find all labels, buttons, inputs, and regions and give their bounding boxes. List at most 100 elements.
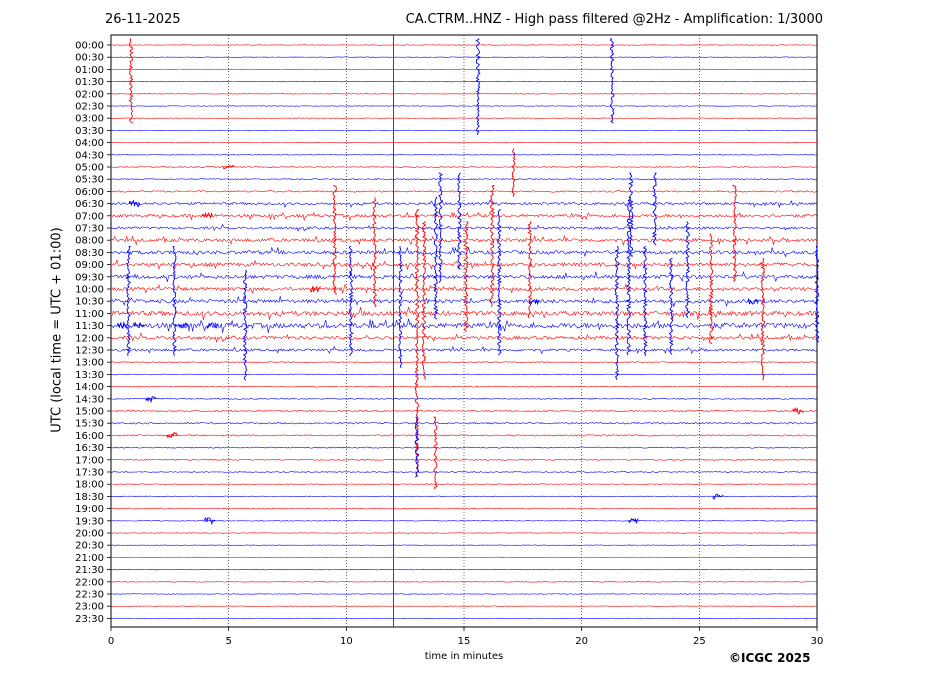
trace-line [110, 210, 817, 222]
trace-line [110, 385, 817, 388]
row-label: 07:00 [75, 211, 104, 222]
event-blip [748, 298, 759, 305]
trace-line [110, 345, 817, 355]
trace-line [110, 154, 817, 156]
event-blip [223, 164, 235, 170]
trace-line [110, 68, 817, 71]
row-label: 17:30 [75, 468, 104, 479]
row-label: 19:30 [75, 516, 104, 527]
row-label: 23:30 [75, 614, 104, 625]
row-label: 16:00 [75, 431, 104, 442]
event-spike [814, 245, 820, 343]
event-spike [642, 245, 648, 357]
event-spike [433, 197, 439, 320]
x-tick-label: 10 [340, 636, 353, 647]
event-spike [414, 416, 420, 478]
row-label: 21:00 [75, 553, 104, 564]
event-spike [475, 38, 481, 135]
event-blip [133, 321, 145, 329]
row-label: 22:30 [75, 590, 104, 601]
row-label: 03:30 [75, 126, 104, 137]
x-tick-label: 25 [693, 636, 706, 647]
trace-line [110, 117, 817, 119]
event-blip [712, 493, 724, 500]
row-label: 13:00 [75, 358, 104, 369]
x-tick-label: 20 [575, 636, 588, 647]
trace-line [110, 56, 817, 58]
event-blip [529, 299, 540, 306]
event-spike [609, 38, 615, 124]
event-spike [433, 416, 439, 490]
row-label: 10:00 [75, 285, 104, 296]
event-spike [242, 270, 248, 381]
trace-line [110, 495, 817, 498]
row-label: 15:30 [75, 419, 104, 430]
chart-title: CA.CTRM..HNZ - High pass filtered @2Hz -… [405, 12, 823, 27]
row-label: 15:00 [75, 407, 104, 418]
trace-line [110, 446, 817, 449]
trace-line [110, 397, 817, 400]
trace-line [110, 471, 817, 473]
row-label: 04:30 [75, 150, 104, 161]
row-label: 02:30 [75, 102, 104, 113]
event-spike [172, 245, 177, 356]
row-label: 12:30 [75, 346, 104, 357]
event-spike [421, 221, 427, 380]
trace-line [110, 409, 817, 413]
trace-line [110, 332, 817, 344]
trace-line [110, 483, 817, 485]
trace-line [110, 129, 817, 132]
event-spike [398, 245, 403, 369]
event-spike [496, 209, 503, 356]
event-blip [204, 517, 216, 526]
row-label: 10:30 [75, 297, 104, 308]
row-label: 20:30 [75, 541, 104, 552]
event-spike [527, 221, 533, 319]
row-label: 11:00 [75, 309, 104, 320]
row-label: 08:30 [75, 248, 104, 259]
row-label: 06:30 [75, 199, 104, 210]
trace-line [110, 271, 817, 283]
trace-line [110, 593, 817, 595]
event-spike [371, 197, 377, 308]
trace-line [110, 246, 817, 258]
trace-line [110, 520, 817, 522]
row-label: 01:00 [75, 65, 104, 76]
trace-line [110, 361, 817, 364]
row-label: 01:30 [75, 77, 104, 88]
trace-line [110, 166, 817, 168]
row-label: 07:30 [75, 224, 104, 235]
row-label: 00:00 [75, 41, 104, 52]
event-blip [166, 431, 178, 439]
row-label: 18:00 [75, 480, 104, 491]
row-label: 18:30 [75, 492, 104, 503]
event-blip [145, 395, 157, 404]
row-label: 04:00 [75, 138, 104, 149]
row-label: 16:30 [75, 443, 104, 454]
trace-line [110, 223, 817, 232]
row-label: 13:30 [75, 370, 104, 381]
event-blip [178, 321, 190, 329]
y-axis-label: UTC (local time = UTC + 01:00) [49, 227, 65, 433]
trace-line [110, 605, 817, 607]
event-blip [627, 517, 639, 524]
x-tick-label: 15 [458, 636, 471, 647]
copyright-label: ©ICGC 2025 [729, 651, 811, 665]
x-tick-label: 30 [811, 636, 824, 647]
event-blip [310, 285, 322, 293]
trace-line [110, 141, 817, 144]
row-label: 05:30 [75, 175, 104, 186]
event-spike [652, 172, 658, 246]
row-label: 05:00 [75, 163, 104, 174]
trace-line [110, 421, 817, 425]
event-blip [792, 407, 804, 415]
event-spike [128, 38, 134, 124]
trace-line [110, 544, 817, 546]
event-spike [668, 258, 674, 355]
trace-line [110, 306, 817, 321]
event-spike [685, 221, 691, 319]
row-label: 06:00 [75, 187, 104, 198]
event-spike [614, 245, 620, 380]
trace-line [110, 532, 817, 534]
